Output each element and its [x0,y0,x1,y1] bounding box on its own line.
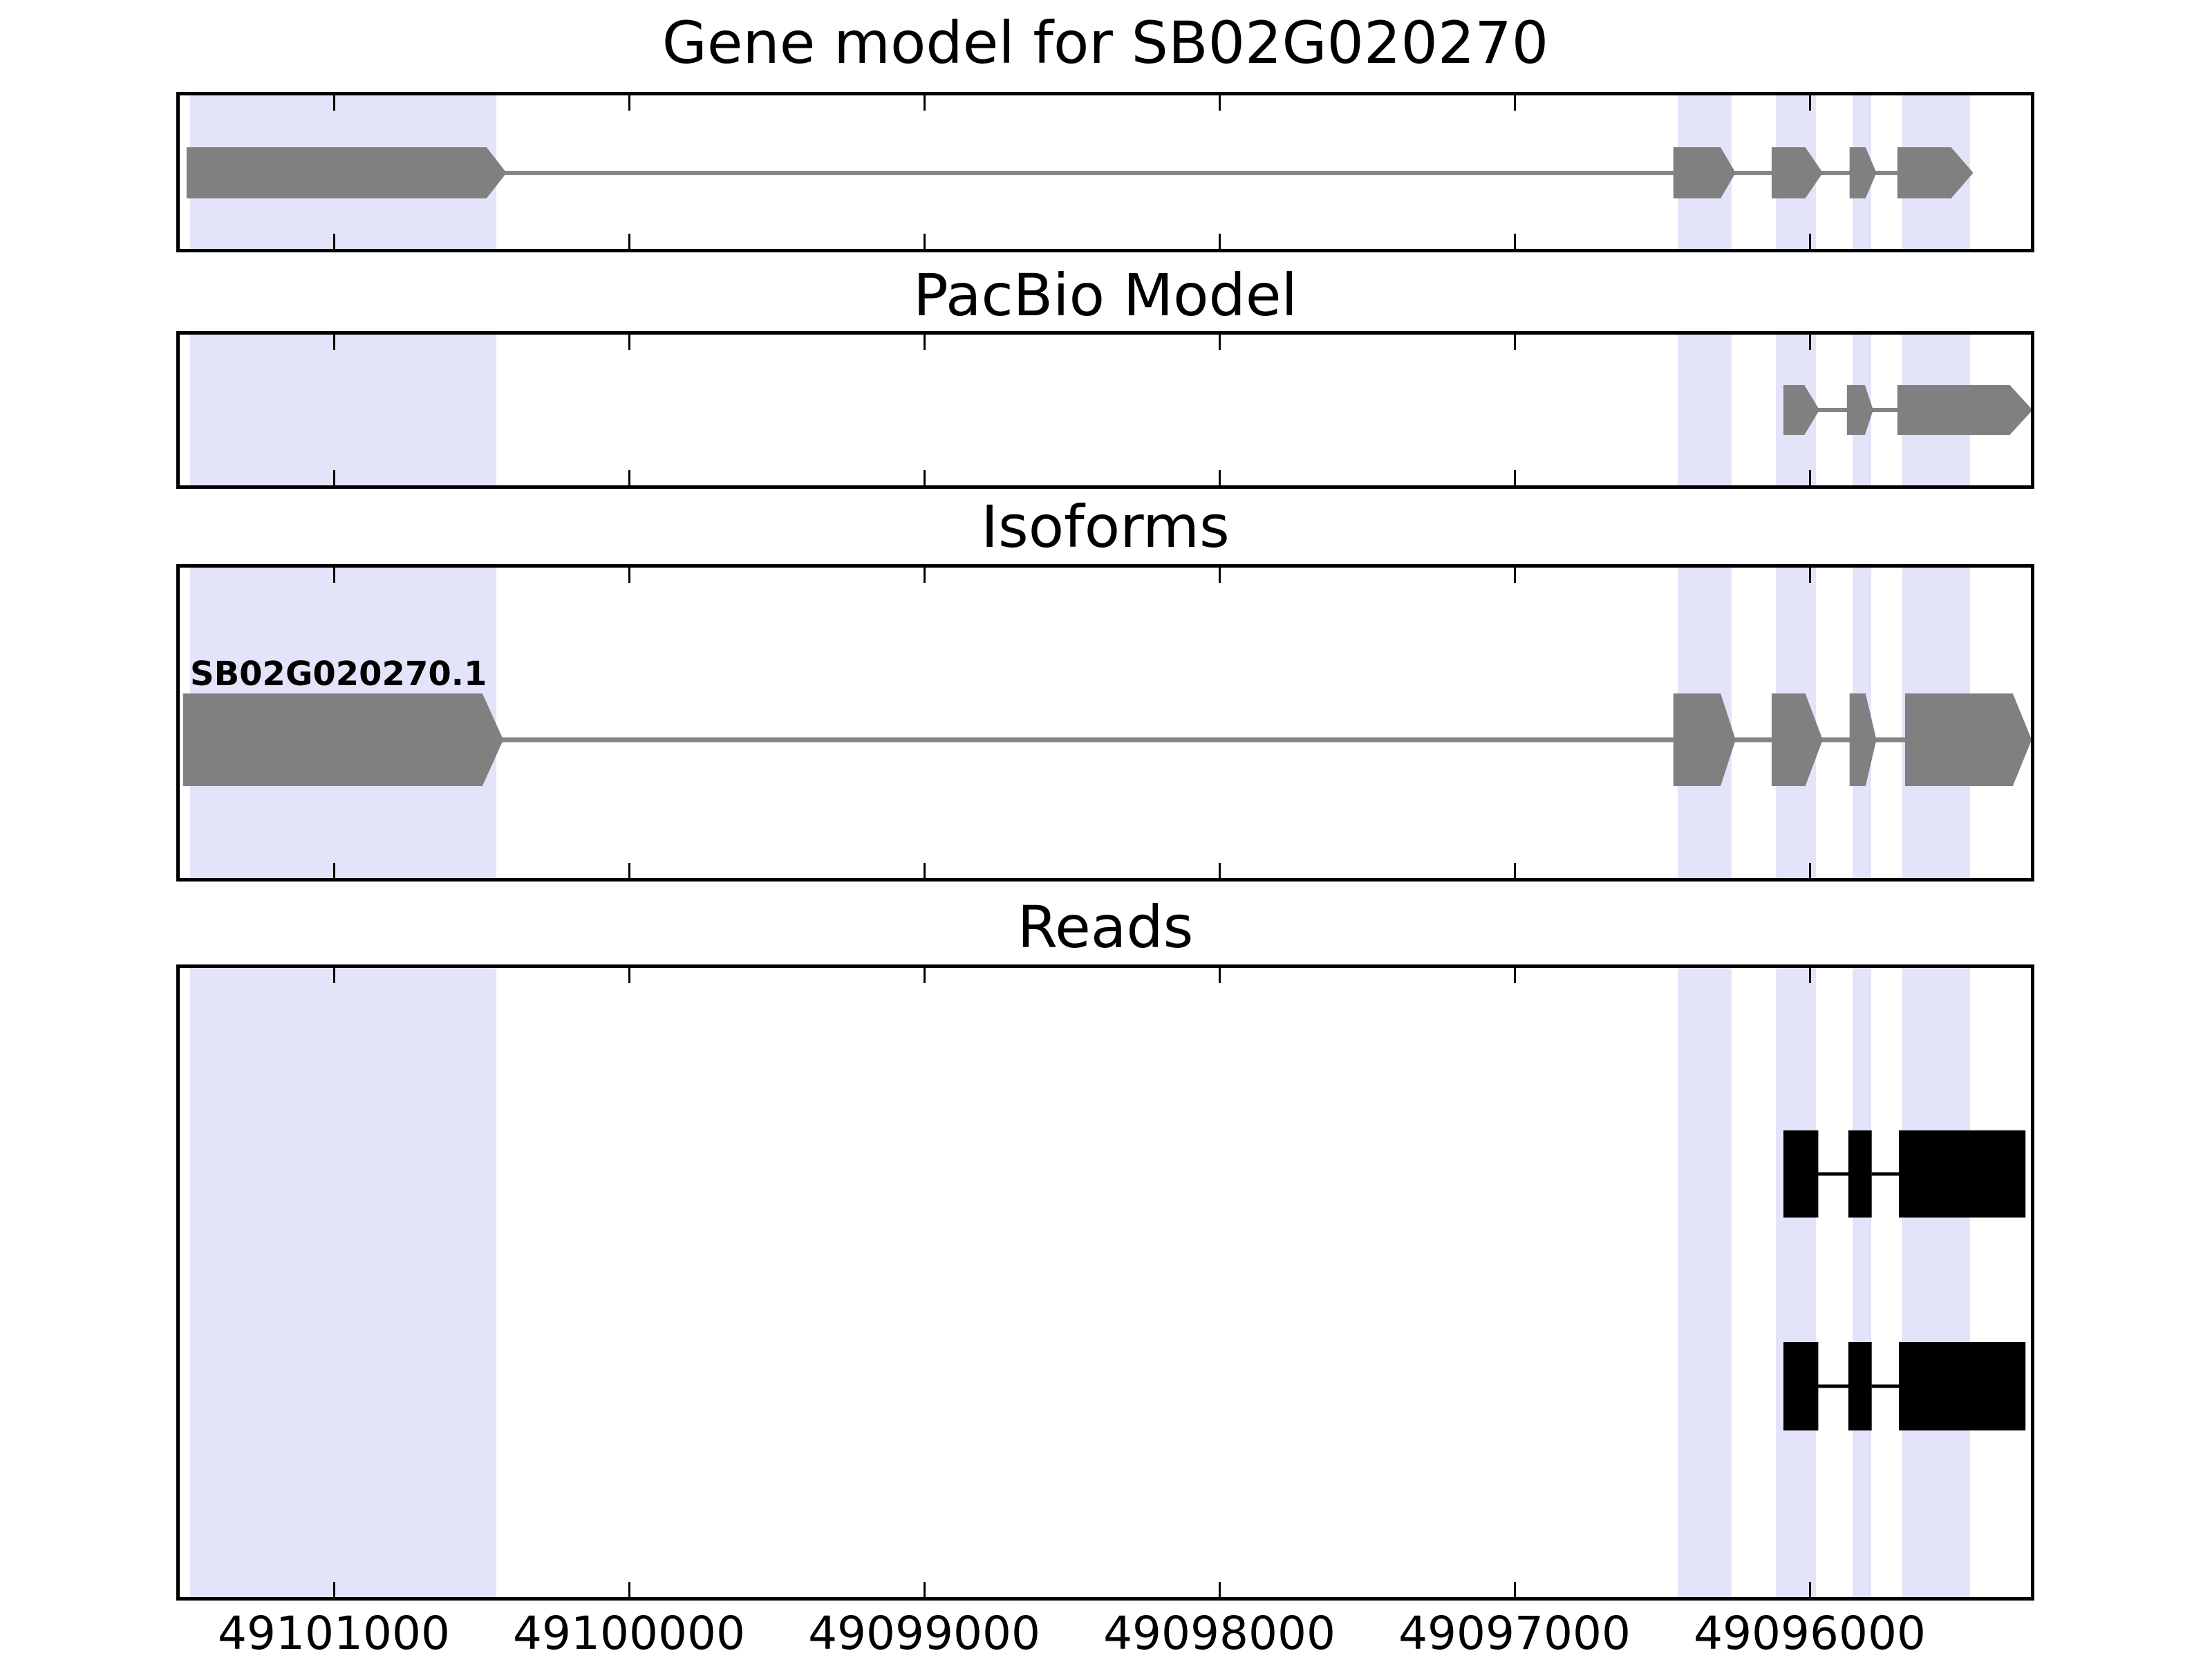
axis-tick-mark [1513,234,1516,249]
axis-tick-mark [1513,470,1516,485]
axis-tick-mark [1808,95,1811,111]
panel-isoforms [176,564,2034,882]
axis-tick-mark [923,234,926,249]
axis-tick-mark [923,335,926,350]
isoform-name-label: SB02G020270.1 [190,655,487,693]
axis-tick-mark [332,968,335,983]
x-axis-tick-label: 49101000 [218,1607,450,1660]
exon-highlight-band [190,968,496,1597]
track-features [1783,385,2031,435]
figure-title: Gene model for SB02G020270 [662,9,1549,77]
axis-tick-mark [1513,1582,1516,1597]
axis-tick-mark [923,568,926,583]
axis-tick-mark [1218,1582,1221,1597]
exon-highlight-band [1852,968,1871,1597]
axis-tick-mark [628,863,630,878]
axis-tick-mark [1808,234,1811,249]
x-axis-tick-label: 49096000 [1694,1607,1927,1660]
axis-tick-mark [1513,863,1516,878]
reads-track-title: Reads [1017,893,1194,961]
axis-tick-mark [923,968,926,983]
exon-highlight-band [1775,968,1816,1597]
track-features [186,147,1974,198]
x-axis-tick-label: 49100000 [513,1607,745,1660]
axis-tick-mark [332,335,335,350]
axis-tick-mark [1808,335,1811,350]
isoforms-track-title: Isoforms [981,493,1230,561]
axis-tick-mark [923,470,926,485]
axis-tick-mark [1808,470,1811,485]
x-axis-tick-label: 49099000 [808,1607,1040,1660]
axis-tick-mark [1808,968,1811,983]
axis-tick-mark [332,863,335,878]
axis-tick-mark [1513,335,1516,350]
axis-tick-mark [1218,863,1221,878]
axis-tick-mark [923,863,926,878]
axis-tick-mark [923,95,926,111]
axis-tick-mark [1513,968,1516,983]
x-axis-tick-label: 49098000 [1103,1607,1335,1660]
axis-tick-mark [332,234,335,249]
axis-tick-mark [628,470,630,485]
panel-gene-model [176,92,2034,252]
axis-tick-mark [923,1582,926,1597]
axis-tick-mark [1218,95,1221,111]
axis-tick-mark [1808,863,1811,878]
axis-tick-mark [628,95,630,111]
axis-tick-mark [628,234,630,249]
pacbio-track-title: PacBio Model [913,261,1297,329]
axis-tick-mark [628,1582,630,1597]
axis-tick-mark [332,95,335,111]
axis-tick-mark [1513,95,1516,111]
axis-tick-mark [1218,568,1221,583]
x-axis-tick-label: 49097000 [1398,1607,1631,1660]
axis-tick-mark [628,968,630,983]
track-features [182,693,2031,786]
panel-pacbio-model [176,331,2034,489]
exon-highlight-band [1678,335,1732,485]
axis-tick-mark [1513,568,1516,583]
exon-highlight-band [1678,968,1732,1597]
axis-tick-mark [332,1582,335,1597]
axis-tick-mark [628,335,630,350]
axis-tick-mark [1218,470,1221,485]
axis-tick-mark [332,568,335,583]
axis-tick-mark [628,568,630,583]
axis-tick-mark [1808,568,1811,583]
exon-highlight-band [1902,968,1970,1597]
exon-highlight-band [190,335,496,485]
axis-tick-mark [1218,234,1221,249]
axis-tick-mark [1808,1582,1811,1597]
track-features [1783,1130,2026,1430]
axis-tick-mark [1218,335,1221,350]
axis-tick-mark [332,470,335,485]
axis-tick-mark [1218,968,1221,983]
panel-reads [176,964,2034,1601]
